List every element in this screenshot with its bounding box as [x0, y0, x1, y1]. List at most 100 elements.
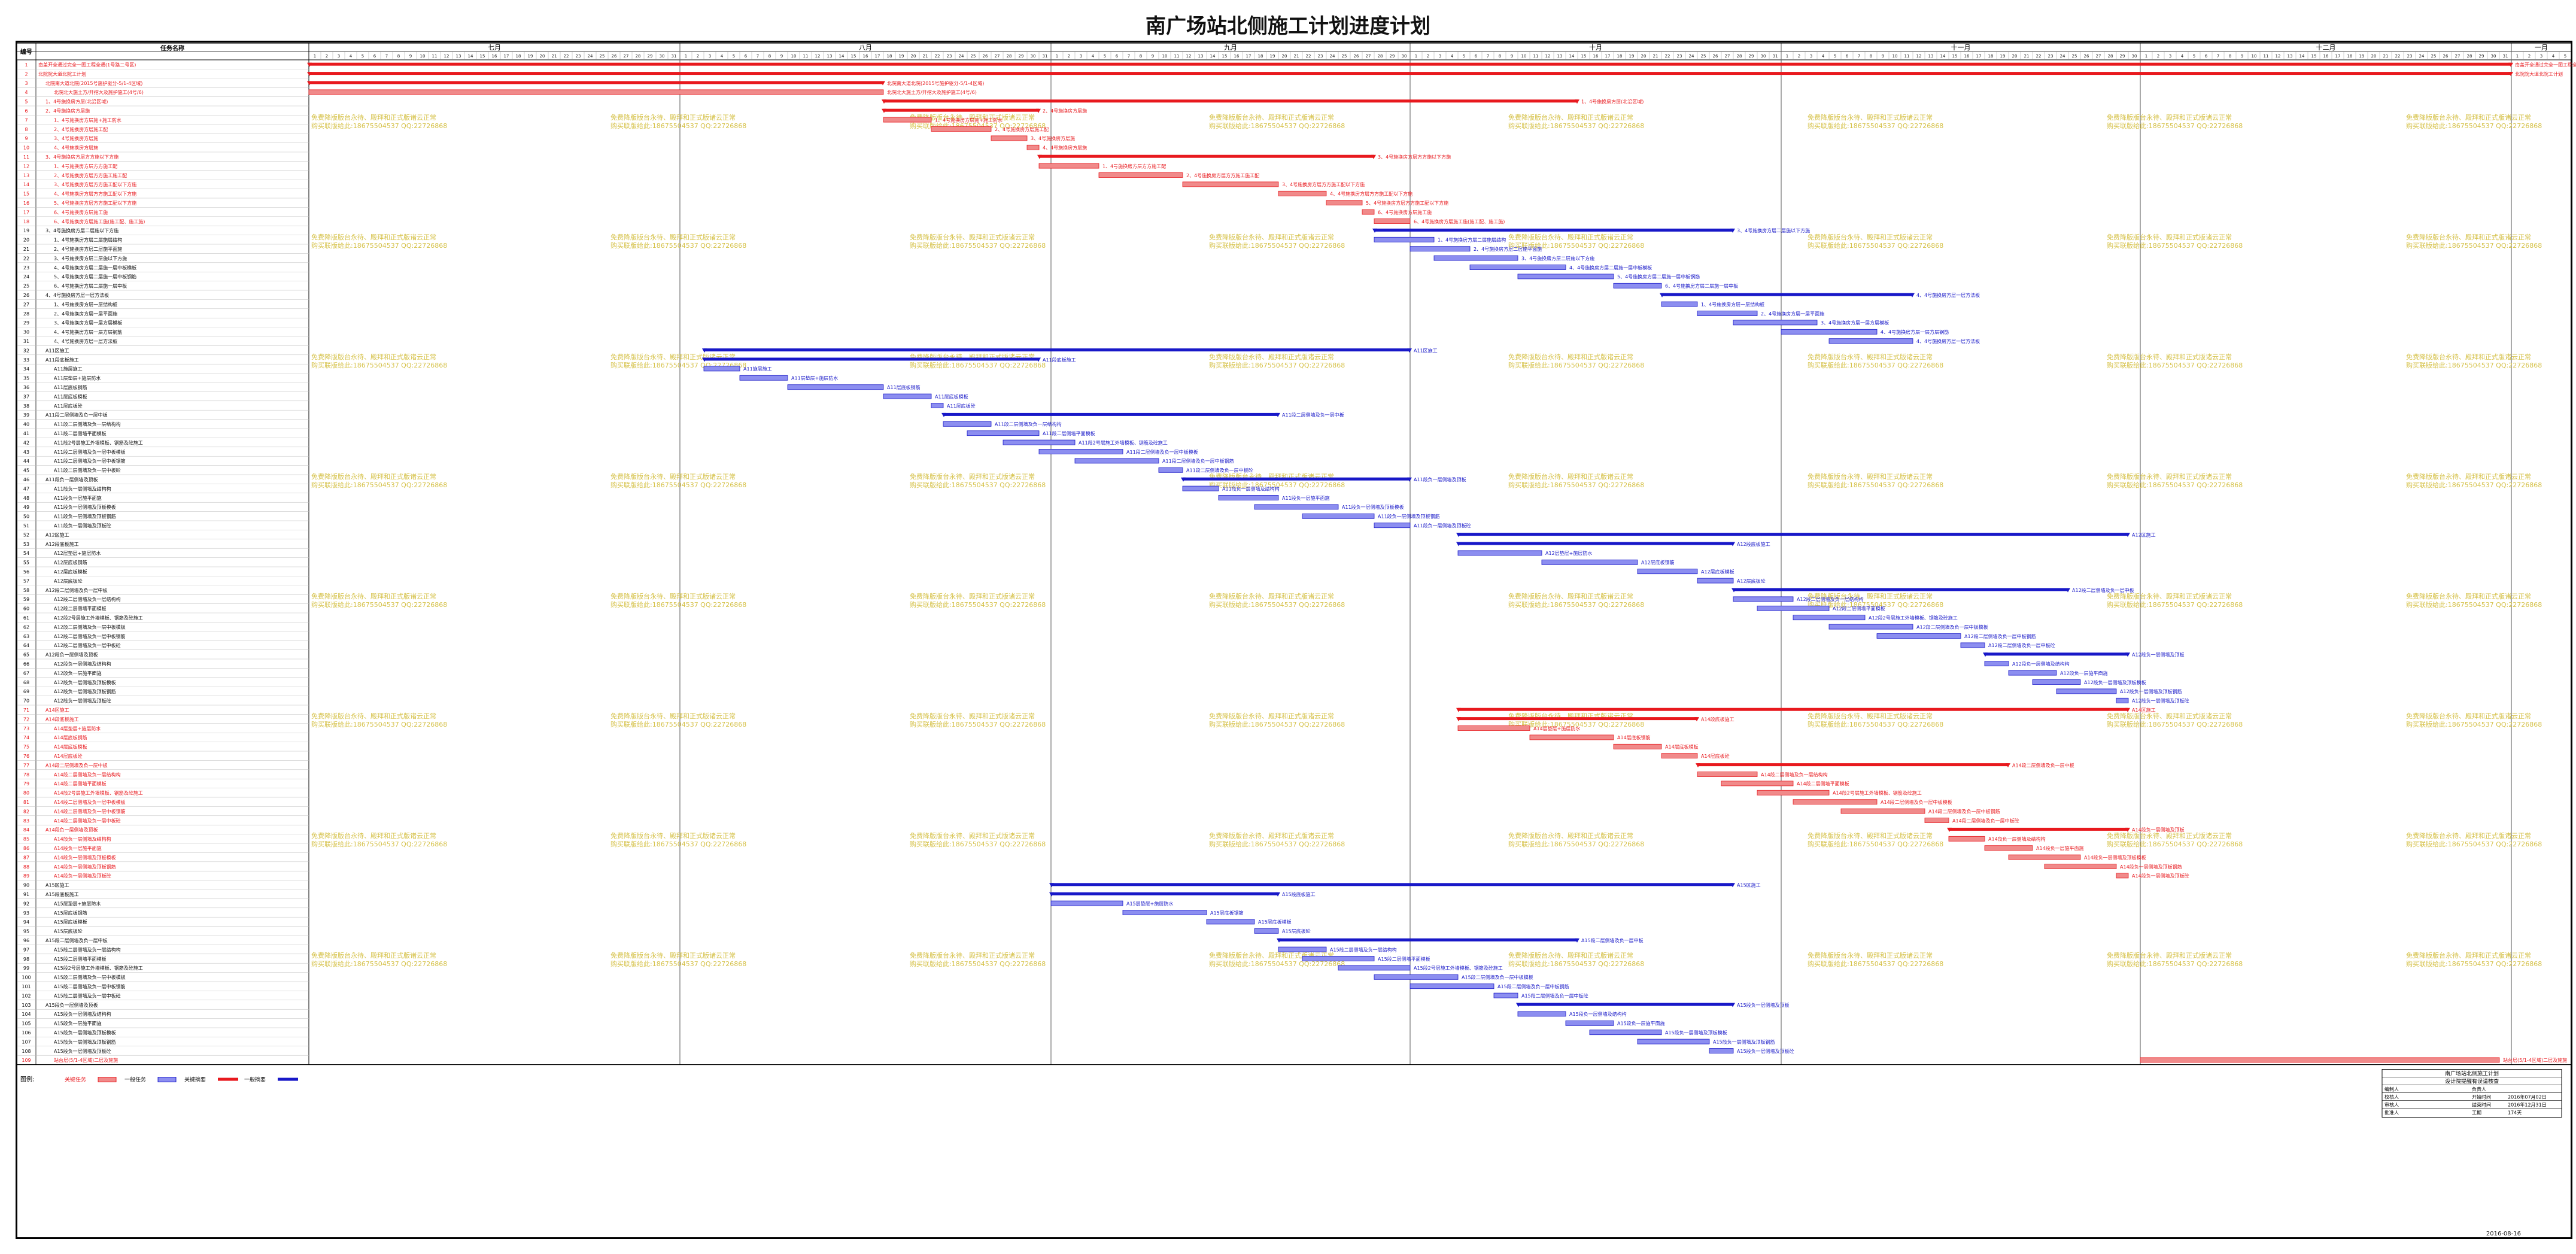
task-bar-label: A11段负一层侧墙及顶板钢筋: [1378, 514, 1440, 520]
watermark-line: 免费降版版台永待、殿拜和正式版诸云正常: [311, 113, 436, 122]
watermark-line: 免费降版版台永待、殿拜和正式版诸云正常: [311, 712, 436, 720]
day-label: 28: [1737, 54, 1742, 59]
summary-end-cap: [1730, 1003, 1735, 1007]
task-bar: [1793, 615, 1866, 621]
month-label: 十一月: [1951, 43, 1971, 51]
watermark-line: 购买联版给此:18675504537 QQ:22726868: [910, 720, 1046, 728]
task-bar: [1469, 265, 1566, 270]
task-bar: [1218, 495, 1279, 500]
task-id: 88: [23, 864, 29, 870]
task-name: A14段负一层侧墙及顶板钢筋: [54, 864, 116, 870]
day-label: 10: [1521, 54, 1527, 59]
watermark-line: 免费降版版台永待、殿拜和正式版诸云正常: [2107, 831, 2232, 840]
summary-end-cap: [2125, 708, 2130, 712]
watermark-line: 购买联版给此:18675504537 QQ:22726868: [1508, 241, 1644, 250]
day-label: 6: [373, 54, 376, 59]
month-label: 八月: [859, 44, 872, 51]
day-label: 22: [564, 54, 569, 59]
watermark-line: 免费降版版台永待、殿拜和正式版诸云正常: [2406, 233, 2531, 241]
day-label: 7: [385, 54, 388, 59]
task-bar: [1709, 1048, 1734, 1053]
task-name: 4、4号施换房方层二层施一层中板模板: [54, 265, 136, 271]
task-name: A14段二层侧墙平面模板: [54, 781, 107, 787]
task-name: 3、4号施换房方层一层方层模板: [54, 320, 122, 326]
day-label: 17: [504, 54, 509, 59]
day-label: 1: [1056, 54, 1058, 59]
day-label: 28: [2467, 54, 2472, 59]
watermark-line: 购买联版给此:18675504537 QQ:22726868: [2406, 600, 2542, 609]
day-label: 25: [971, 54, 976, 59]
task-name: A15段负一层侧墙及结构构: [54, 1011, 111, 1017]
task-bar: [1374, 218, 1411, 224]
summary-start-cap: [1516, 1003, 1521, 1007]
day-label: 30: [1031, 54, 1036, 59]
task-bar-label: A11层垫层+施层防水: [791, 375, 838, 381]
day-label: 1: [2145, 54, 2147, 59]
watermark-line: 免费降版版台永待、殿拜和正式版诸云正常: [1808, 712, 1933, 720]
task-bar-label: 4、4号施换房方层施: [1043, 145, 1087, 151]
day-label: 30: [660, 54, 665, 59]
watermark-line: 免费降版版台永待、殿拜和正式版诸云正常: [311, 472, 436, 481]
watermark-line: 免费降版版台永待、殿拜和正式版诸云正常: [311, 831, 436, 840]
summary-end-cap: [1575, 99, 1579, 104]
day-label: 12: [2276, 54, 2281, 59]
day-label: 4: [350, 54, 353, 59]
month-label: 七月: [488, 44, 501, 51]
summary-bar: [1183, 477, 1410, 481]
task-bar-label: A11段二层侧墙及负一层结构构: [995, 421, 1062, 427]
watermark-line: 购买联版给此:18675504537 QQ:22726868: [1808, 481, 1943, 489]
watermark-line: 购买联版给此:18675504537 QQ:22726868: [311, 600, 447, 609]
task-name: A11段二层侧墙及负一层中板钢筋: [54, 458, 126, 464]
watermark-line: 购买联版给此:18675504537 QQ:22726868: [2107, 122, 2243, 130]
task-bar-label: A15层底板钢筋: [1210, 910, 1244, 916]
summary-start-cap: [307, 62, 312, 67]
task-bar-label: A14段负一层侧墙及结构构: [1988, 836, 2046, 842]
task-bar-label: A12段二层侧墙及负一层中板模板: [1916, 624, 1988, 630]
task-id: 72: [23, 716, 29, 722]
watermark-line: 免费降版版台永待、殿拜和正式版诸云正常: [2107, 592, 2232, 600]
task-bar: [1302, 956, 1375, 961]
task-id: 33: [23, 357, 29, 363]
watermark-line: 免费降版版台永待、殿拜和正式版诸云正常: [2107, 233, 2232, 241]
watermark-line: 免费降版版台永待、殿拜和正式版诸云正常: [2406, 951, 2531, 960]
watermark-line: 免费降版版台永待、殿拜和正式版诸云正常: [1209, 831, 1334, 840]
task-bar: [1984, 845, 2033, 851]
watermark-line: 购买联版给此:18675504537 QQ:22726868: [1508, 361, 1644, 369]
day-label: 1: [1786, 54, 1788, 59]
task-bar-label: A12段负一层侧墙及顶板钢筋: [2120, 688, 2182, 694]
task-bar: [1409, 983, 1494, 989]
task-name: A11段负一层侧墙及结构构: [54, 485, 111, 491]
task-bar-label: A15区施工: [1737, 882, 1761, 888]
task-bar-label: A15段二层侧墙及负一层中板模板: [1462, 974, 1533, 980]
task-name: 2、4号施换房方层施工配: [54, 126, 108, 132]
summary-bar: [1278, 938, 1578, 942]
task-name: A12段负一层侧墙及顶板: [45, 652, 98, 658]
day-label: 19: [1270, 54, 1275, 59]
task-name: A14段负一层侧墙及顶板砼: [54, 873, 111, 879]
task-bar-label: 4、4号施换房方层一层方层钢筋: [1881, 329, 1949, 335]
watermark-line: 免费降版版台永待、殿拜和正式版诸云正常: [1209, 592, 1334, 600]
day-label: 18: [887, 54, 892, 59]
title-block-cell: 2016年12月31日: [2508, 1102, 2547, 1108]
task-id: 42: [23, 440, 29, 445]
watermark-line: 购买联版给此:18675504537 QQ:22726868: [1508, 960, 1644, 968]
task-bar-label: 北院南大道北院(2015号施护驱分-5/1-4区域): [887, 80, 984, 86]
task-id: 32: [23, 348, 29, 353]
watermark-line: 购买联版给此:18675504537 QQ:22726868: [1808, 960, 1943, 968]
task-bar-label: 2、4号施换房方层施: [1043, 108, 1087, 114]
task-id: 29: [23, 320, 29, 326]
title-block-cell: 2016年07月02日: [2508, 1094, 2547, 1100]
task-bar: [1637, 569, 1698, 575]
task-id: 76: [23, 754, 29, 759]
summary-bar: [1051, 892, 1278, 895]
task-name: A11段二层侧墙平面模板: [54, 430, 107, 436]
task-name: A12段负一层侧墙及结构构: [54, 661, 111, 667]
day-label: 5: [1463, 54, 1465, 59]
task-id: 7: [25, 117, 28, 123]
summary-start-cap: [1660, 293, 1664, 297]
task-id: 23: [23, 265, 29, 271]
day-label: 23: [947, 54, 952, 59]
task-id: 6: [25, 108, 28, 114]
watermark-line: 购买联版给此:18675504537 QQ:22726868: [2107, 600, 2243, 609]
summary-bar: [704, 348, 1410, 352]
